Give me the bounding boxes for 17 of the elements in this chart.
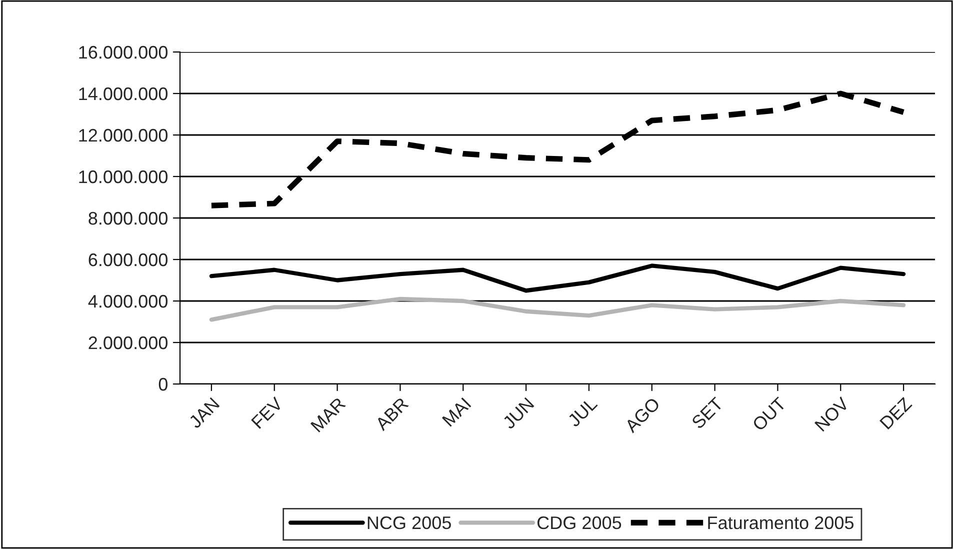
y-tick-label: 2.000.000 [88, 336, 168, 350]
y-tick-label: 4.000.000 [88, 294, 168, 308]
x-tick-label: JUL [566, 396, 598, 428]
x-tick-label: MAI [442, 397, 472, 427]
legend-label: CDG 2005 [537, 516, 622, 530]
x-tick-label: JAN [188, 397, 220, 430]
y-tick-label: 12.000.000 [79, 128, 168, 142]
legend-label: Faturamento 2005 [708, 516, 854, 530]
line-series [209, 264, 906, 293]
line-series [209, 296, 906, 322]
y-tick-label: 6.000.000 [88, 253, 168, 266]
legend-label: NCG 2005 [368, 516, 451, 530]
y-tick-label: 16.000.000 [79, 46, 168, 59]
y-tick-label: 14.000.000 [79, 87, 168, 100]
y-tick-label: 0 [158, 378, 168, 391]
y-tick-label: 8.000.000 [88, 212, 168, 225]
y-tick-label: 10.000.000 [79, 170, 168, 184]
